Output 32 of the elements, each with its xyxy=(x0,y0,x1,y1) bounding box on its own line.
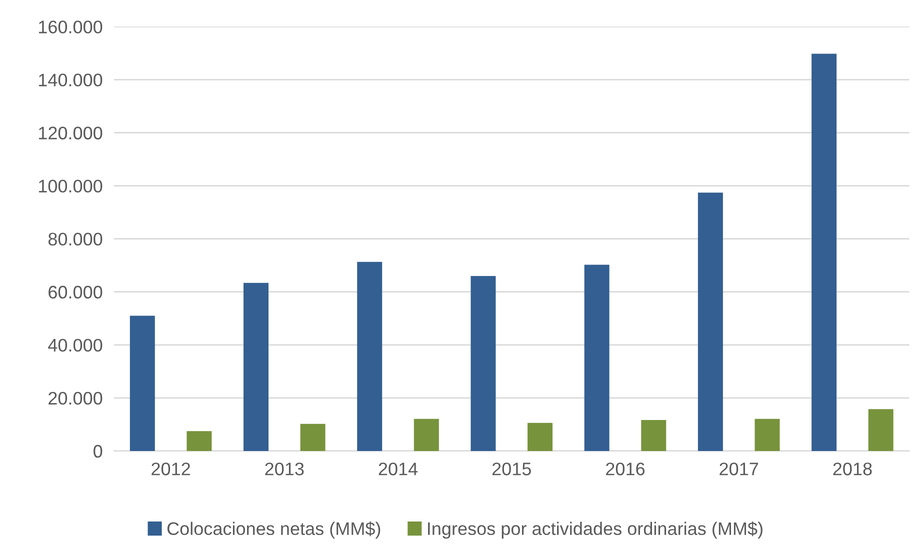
x-tick-label: 2015 xyxy=(492,462,531,476)
y-tick-label: 160.000 xyxy=(39,20,102,34)
bar xyxy=(414,418,439,451)
x-tick-label: 2017 xyxy=(720,462,758,476)
x-tick-label: 2013 xyxy=(265,462,304,476)
y-tick-label: 140.000 xyxy=(39,74,102,86)
bar xyxy=(130,316,155,451)
legend-label: Ingresos por actividades ordinarias (MM$) xyxy=(428,522,762,539)
y-tick-label: 60.000 xyxy=(48,286,102,299)
bar xyxy=(754,418,780,451)
y-tick-label: 40.000 xyxy=(48,338,102,352)
legend-label: Colocaciones netas (MM$) xyxy=(167,522,380,539)
bar xyxy=(868,409,894,451)
x-tick-label: 2014 xyxy=(378,462,418,476)
bar xyxy=(528,422,553,451)
x-tick-label: 2018 xyxy=(833,462,872,476)
bar xyxy=(812,54,837,451)
x-tick-label: 2012 xyxy=(152,462,190,476)
bar xyxy=(300,424,326,451)
bar xyxy=(244,282,269,451)
bar xyxy=(641,420,666,451)
y-tick-label: 100.000 xyxy=(39,180,102,192)
bar xyxy=(698,192,723,451)
y-tick-label: 120.000 xyxy=(39,126,102,140)
y-tick-label: 20.000 xyxy=(48,392,102,405)
x-tick-label: 2016 xyxy=(606,462,645,476)
y-tick-label: 0 xyxy=(94,444,102,458)
bar xyxy=(584,264,610,451)
y-tick-label: 80.000 xyxy=(48,232,102,246)
bar xyxy=(357,262,382,451)
bar xyxy=(186,431,212,451)
bar xyxy=(470,276,496,451)
